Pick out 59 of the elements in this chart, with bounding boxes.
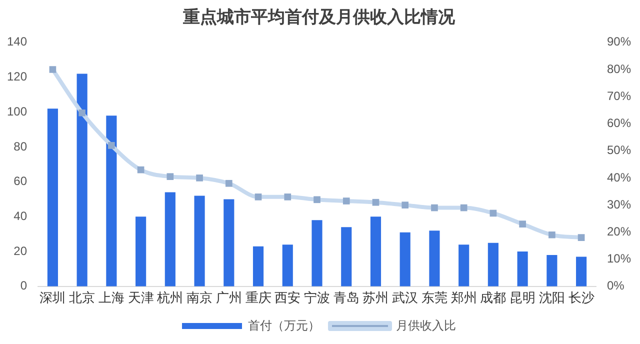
y2-tick-label: 20%: [606, 224, 632, 238]
x-tick-label: 沈阳: [538, 290, 565, 305]
x-tick-label: 郑州: [450, 290, 477, 305]
bar: [47, 108, 58, 286]
y-tick-label: 40: [14, 209, 28, 223]
bar: [576, 256, 587, 286]
x-tick-label: 昆明: [510, 290, 536, 305]
bar: [282, 244, 293, 286]
y2-tick-label: 0%: [606, 278, 625, 293]
y2-tick-label: 50%: [606, 143, 632, 158]
y2-tick-label: 70%: [606, 88, 632, 103]
bar: [194, 196, 205, 286]
x-tick-label: 南京: [186, 290, 213, 305]
x-tick-label: 成都: [480, 290, 506, 305]
bar: [370, 216, 382, 286]
bar: [488, 242, 498, 286]
y2-tick-label: 10%: [606, 252, 632, 266]
bar: [76, 74, 88, 286]
x-tick-label: 宁波: [304, 290, 330, 305]
y-tick-label: 0: [20, 278, 28, 293]
x-tick-label: 西安: [274, 290, 301, 305]
x-tick-label: 广州: [216, 290, 242, 305]
bar: [517, 252, 528, 286]
bar: [429, 230, 440, 286]
bar: [312, 220, 322, 286]
chart-title: 重点城市平均首付及月供收入比情况: [182, 8, 456, 28]
x-tick-label: 武汉: [392, 290, 418, 305]
x-tick-label: 东莞: [421, 290, 448, 305]
x-tick-label: 青岛: [333, 290, 360, 305]
y-tick-label: 100: [6, 104, 28, 118]
bar: [458, 244, 470, 286]
x-tick-label: 北京: [69, 290, 96, 305]
bar: [136, 216, 146, 286]
y2-tick-label: 60%: [606, 116, 632, 130]
bar: [224, 199, 234, 286]
bar: [106, 116, 117, 286]
bar: [400, 232, 410, 286]
y-tick-label: 80: [14, 139, 28, 154]
y-tick-label: 20: [14, 244, 28, 258]
x-tick-label: 深圳: [40, 290, 66, 305]
x-tick-label: 上海: [98, 290, 124, 305]
y2-tick-label: 30%: [606, 197, 632, 212]
legend-label: 首付（万元）: [248, 318, 320, 332]
y2-tick-label: 80%: [606, 62, 632, 76]
bar: [164, 192, 176, 286]
y2-tick-label: 40%: [606, 170, 632, 184]
legend-label: 月供收入比: [396, 318, 456, 332]
x-tick-label: 杭州: [156, 290, 184, 305]
y-tick-label: 60: [14, 174, 28, 188]
x-tick-label: 重庆: [245, 290, 272, 305]
y-tick-label: 140: [6, 34, 28, 49]
bar: [546, 255, 558, 286]
x-tick-label: 长沙: [568, 290, 594, 305]
x-tick-label: 天津: [128, 290, 154, 305]
bar: [341, 227, 352, 286]
bar: [252, 246, 264, 286]
x-tick-label: 苏州: [362, 290, 389, 305]
y-tick-label: 120: [6, 70, 28, 84]
y2-tick-label: 90%: [606, 34, 632, 49]
